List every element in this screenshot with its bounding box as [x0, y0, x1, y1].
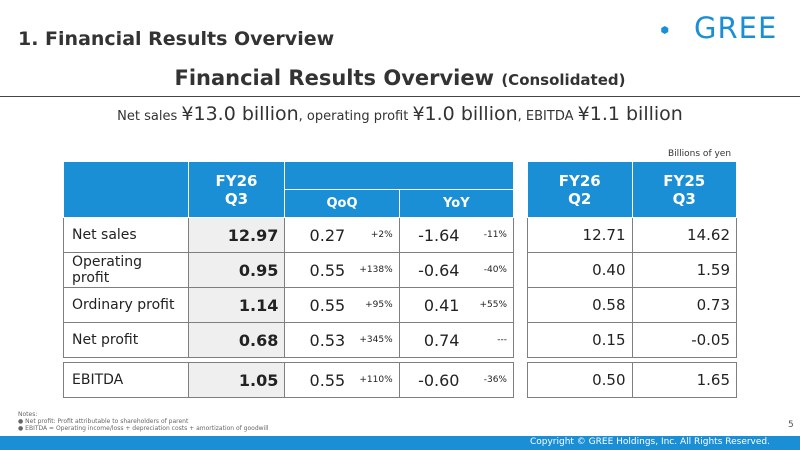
table-row: 0.50 1.65 [527, 362, 737, 398]
prev-quarter-value: 0.40 [527, 252, 633, 288]
main-title-text: Financial Results Overview [174, 66, 495, 90]
prev-quarter-value: 12.71 [527, 217, 633, 253]
summary-operating-profit-value: ¥1.0 billion [412, 103, 518, 125]
row-label: Operating profit [63, 252, 189, 288]
section-title: 1. Financial Results Overview [18, 28, 335, 50]
footer-bar: Copyright © GREE Holdings, Inc. All Righ… [0, 436, 800, 450]
table-row: Operating profit 0.95 0.55 +138% -0.64 -40% [63, 252, 515, 288]
page-number: 5 [788, 420, 794, 430]
yoy-percent: +55% [461, 287, 515, 323]
note-item-1: ● Net profit: Profit attributable to sha… [18, 418, 189, 425]
notes: Notes: ● Net profit: Profit attributable… [18, 411, 269, 432]
results-table-current: FY26 Q3 QoQ YoY Net sales 12.97 0.27 +2% -1.… [63, 161, 515, 398]
row-label: EBITDA [63, 362, 189, 398]
qoq-value: 0.53 [284, 322, 348, 358]
gree-logo-icon [661, 26, 669, 34]
notes-title: Notes: [18, 411, 38, 418]
prev-year-value: 14.62 [631, 217, 737, 253]
prev-quarter-value: 0.58 [527, 287, 633, 323]
yoy-percent: -36% [461, 362, 515, 398]
summary-sep-1: , operating profit [298, 109, 413, 124]
qoq-value: 0.55 [284, 287, 348, 323]
table-row: Net profit 0.68 0.53 +345% 0.74 --- [63, 322, 515, 358]
table-row: EBITDA 1.05 0.55 +110% -0.60 -36% [63, 362, 515, 398]
qoq-percent: +345% [347, 322, 400, 358]
summary-line: Net sales ¥13.0 billion, operating profi… [0, 103, 800, 125]
header-blank [63, 161, 189, 218]
yoy-value: -1.64 [398, 217, 462, 253]
title-divider [0, 96, 800, 97]
header-yoy: YoY [398, 189, 515, 218]
header-prev-year: FY25 Q3 [631, 161, 737, 218]
summary-sep-2: , EBITDA [517, 109, 578, 124]
row-label: Net sales [63, 217, 189, 253]
results-table-comparison: FY26 Q2 FY25 Q3 12.71 14.62 0.40 1.59 0.58 0.… [527, 161, 737, 398]
table-row: 0.15 -0.05 [527, 322, 737, 358]
qoq-value: 0.55 [284, 252, 348, 288]
current-value: 0.68 [187, 322, 286, 358]
prev-year-value: 0.73 [631, 287, 737, 323]
current-value: 1.14 [187, 287, 286, 323]
header-change-group [284, 161, 514, 190]
prev-year-value: 1.59 [631, 252, 737, 288]
current-value: 0.95 [187, 252, 286, 288]
prev-year-value: -0.05 [631, 322, 737, 358]
summary-net-sales-value: ¥13.0 billion [181, 103, 299, 125]
qoq-percent: +2% [347, 217, 400, 253]
prev-quarter-value: 0.50 [527, 362, 633, 398]
yoy-percent: --- [461, 322, 515, 358]
current-value: 12.97 [187, 217, 286, 253]
logo-text: GREE [694, 11, 778, 45]
header-current-period: FY26 Q3 [187, 161, 286, 218]
qoq-percent: +138% [347, 252, 400, 288]
unit-note: Billions of yen [668, 149, 732, 159]
summary-net-sales-label: Net sales [117, 109, 182, 124]
qoq-value: 0.55 [284, 362, 348, 398]
table-row: 0.40 1.59 [527, 252, 737, 288]
yoy-value: -0.64 [398, 252, 462, 288]
page-title: Financial Results Overview (Consolidated… [0, 66, 800, 90]
yoy-percent: -40% [461, 252, 515, 288]
table-row: Net sales 12.97 0.27 +2% -1.64 -11% [63, 217, 515, 253]
summary-ebitda-value: ¥1.1 billion [577, 103, 683, 125]
copyright-text: Copyright © GREE Holdings, Inc. All Righ… [529, 437, 770, 447]
qoq-percent: +95% [347, 287, 400, 323]
row-label: Net profit [63, 322, 189, 358]
prev-year-value: 1.65 [631, 362, 737, 398]
qoq-value: 0.27 [284, 217, 348, 253]
yoy-value: 0.74 [398, 322, 462, 358]
table-row: 12.71 14.62 [527, 217, 737, 253]
qoq-percent: +110% [347, 362, 400, 398]
prev-quarter-value: 0.15 [527, 322, 633, 358]
yoy-value: 0.41 [398, 287, 462, 323]
header-prev-quarter: FY26 Q2 [527, 161, 633, 218]
header-qoq: QoQ [284, 189, 400, 218]
note-item-2: ● EBITDA = Operating income/loss + depre… [18, 425, 269, 432]
row-label: Ordinary profit [63, 287, 189, 323]
table-row: Ordinary profit 1.14 0.55 +95% 0.41 +55% [63, 287, 515, 323]
table-row: 0.58 0.73 [527, 287, 737, 323]
yoy-percent: -11% [461, 217, 515, 253]
main-title-sub: (Consolidated) [501, 71, 626, 89]
yoy-value: -0.60 [398, 362, 462, 398]
current-value: 1.05 [187, 362, 286, 398]
